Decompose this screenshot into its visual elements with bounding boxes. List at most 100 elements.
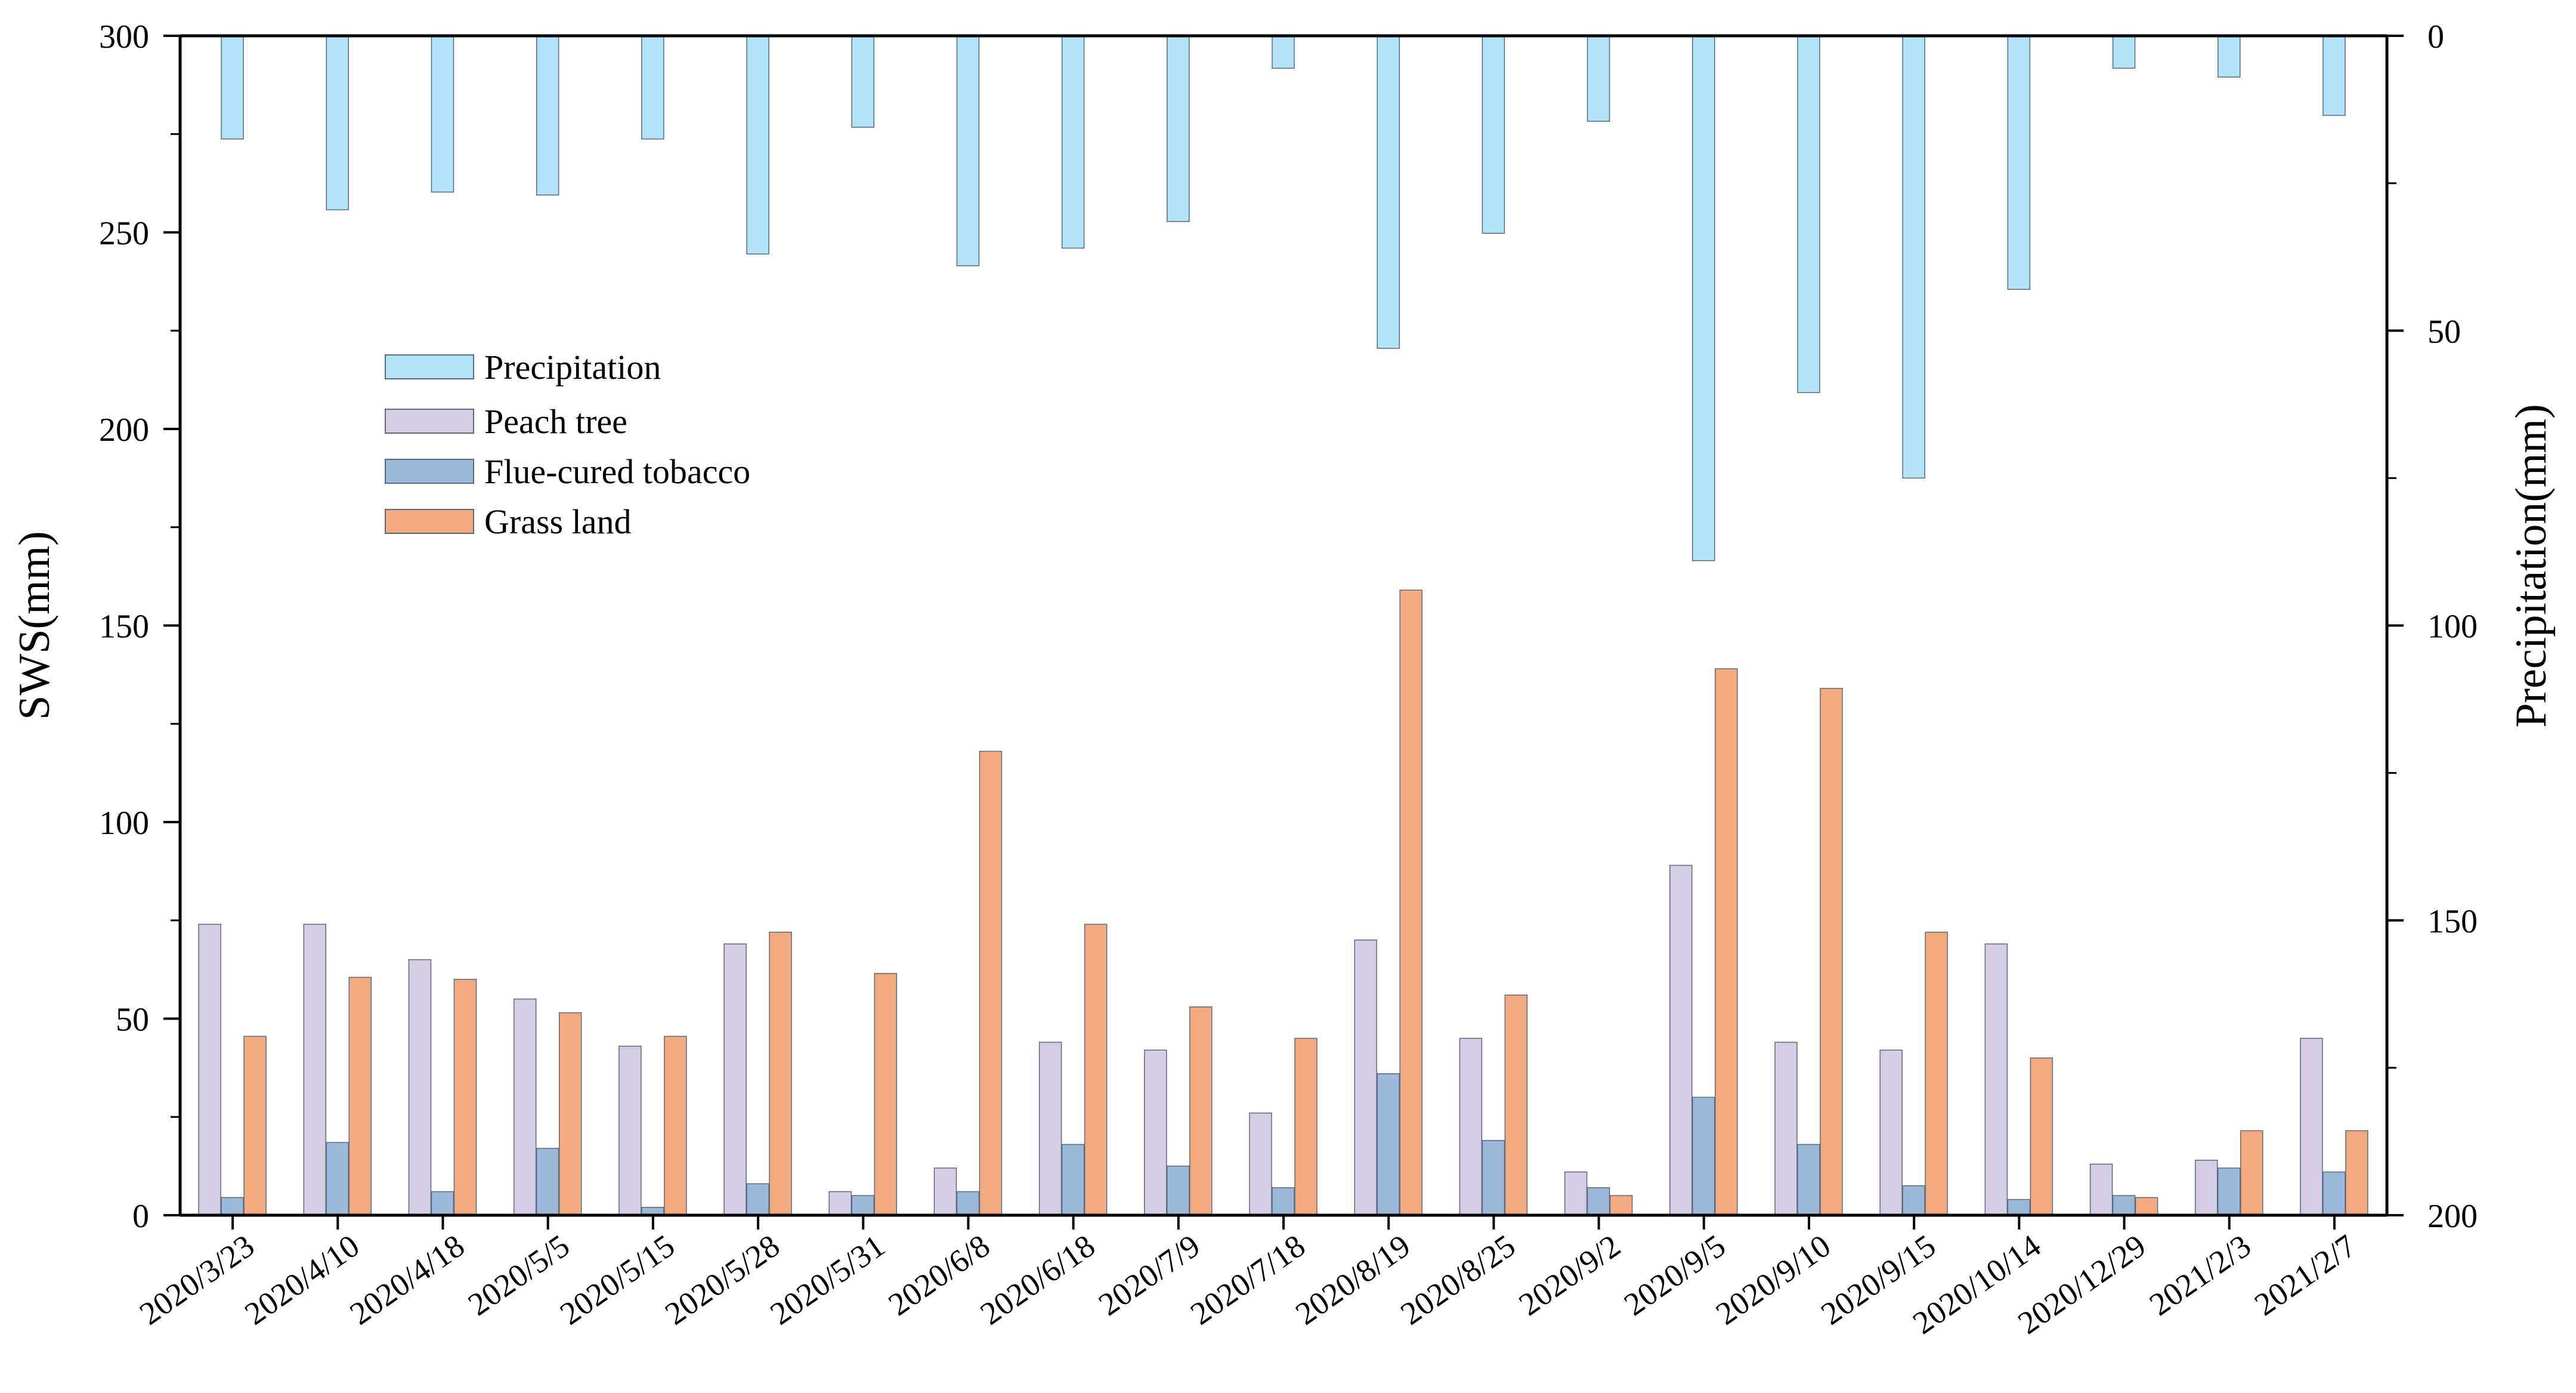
flue-cured-tobacco-bar: [221, 1197, 244, 1216]
grass-land-bar: [2345, 1130, 2368, 1216]
flue-cured-tobacco-bar: [1377, 1073, 1400, 1216]
peach-tree-bar: [1249, 1112, 1272, 1216]
precipitation-bar: [1167, 35, 1190, 223]
flue-cured-tobacco-bar: [1272, 1187, 1295, 1216]
precipitation-bar: [1061, 35, 1085, 249]
flue-cured-tobacco-bar: [2323, 1171, 2346, 1216]
grass-land-bar: [558, 1012, 582, 1216]
precipitation-bar: [1377, 35, 1400, 349]
flue-cured-tobacco-bar: [1482, 1140, 1505, 1216]
precipitation-bar: [431, 35, 454, 193]
left-tick-label: 250: [99, 215, 149, 252]
flue-cured-tobacco-bar: [1692, 1097, 1715, 1216]
peach-tree-bar: [303, 923, 327, 1216]
precipitation-bar: [1482, 35, 1505, 234]
peach-tree-bar: [408, 959, 432, 1216]
precipitation-bar: [2217, 35, 2241, 78]
legend-swatch: [385, 409, 474, 434]
precipitation-bar: [956, 35, 980, 267]
x-tick-label: 2020/7/18: [1184, 1228, 1312, 1332]
legend-swatch: [385, 354, 474, 379]
peach-tree-bar: [1774, 1042, 1798, 1216]
right-tick-label: 200: [2427, 1198, 2478, 1235]
flue-cured-tobacco-bar: [431, 1191, 454, 1216]
grass-land-bar: [1084, 923, 1108, 1216]
grass-land-bar: [1925, 931, 1948, 1216]
precipitation-bar: [1272, 35, 1295, 69]
left-tick-label: 300: [99, 18, 149, 55]
flue-cured-tobacco-bar: [2217, 1167, 2241, 1216]
right-tick-label: 0: [2427, 18, 2444, 55]
legend-label: Precipitation: [484, 348, 661, 387]
flue-cured-tobacco-bar: [1902, 1185, 1925, 1216]
grass-land-bar: [2030, 1057, 2054, 1216]
precipitation-bar: [746, 35, 769, 255]
left-tick-label: 150: [99, 609, 149, 645]
precipitation-bar: [536, 35, 559, 196]
grass-land-bar: [979, 750, 1003, 1216]
precipitation-bar: [1587, 35, 1610, 122]
grass-land-bar: [769, 931, 792, 1216]
x-tick-label: 2020/4/18: [344, 1228, 471, 1332]
flue-cured-tobacco-bar: [536, 1148, 559, 1216]
legend-label: Peach tree: [484, 402, 627, 441]
precipitation-bar: [641, 35, 664, 140]
peach-tree-bar: [1144, 1049, 1167, 1216]
x-tick-label: 2020/6/18: [974, 1228, 1102, 1332]
x-tick-label: 2020/5/15: [553, 1228, 681, 1332]
flue-cured-tobacco-bar: [851, 1195, 874, 1216]
flue-cured-tobacco-bar: [1167, 1165, 1190, 1216]
precipitation-bar: [2323, 35, 2346, 116]
right-tick-label: 100: [2427, 609, 2478, 645]
peach-tree-bar: [1354, 939, 1377, 1216]
peach-tree-bar: [619, 1045, 642, 1216]
right-axis-title: Precipitation(mm): [2507, 404, 2556, 728]
peach-tree-bar: [513, 998, 537, 1216]
legend: Precipitation Peach tree Flue-cured tobacc…: [385, 348, 750, 541]
left-tick-label: 100: [99, 805, 149, 842]
x-tick-label: 2020/3/23: [133, 1228, 261, 1332]
precipitation-bar: [221, 35, 244, 140]
peach-tree-bar: [723, 943, 747, 1216]
grass-land-bar: [348, 977, 372, 1216]
peach-tree-bar: [1459, 1037, 1483, 1216]
flue-cured-tobacco-bar: [326, 1142, 350, 1216]
grass-land-bar: [1609, 1195, 1633, 1216]
peach-tree-bar: [2300, 1037, 2323, 1216]
grass-land-bar: [1820, 688, 1843, 1216]
peach-tree-bar: [2089, 1163, 2113, 1216]
grass-land-bar: [2240, 1130, 2263, 1216]
x-tick-label: 2020/4/10: [238, 1228, 366, 1332]
peach-tree-bar: [933, 1167, 957, 1216]
flue-cured-tobacco-bar: [1587, 1187, 1610, 1216]
x-tick-label: 2020/5/31: [763, 1228, 891, 1332]
x-tick-label: 2020/9/10: [1709, 1228, 1837, 1332]
peach-tree-bar: [2194, 1159, 2218, 1216]
grass-land-bar: [664, 1036, 687, 1216]
left-tick-label: 200: [99, 412, 149, 449]
x-tick-label: 2020/9/2: [1513, 1228, 1627, 1323]
precipitation-bar: [851, 35, 874, 128]
grass-land-bar: [1294, 1037, 1318, 1216]
flue-cured-tobacco-bar: [746, 1183, 769, 1216]
peach-tree-bar: [828, 1191, 852, 1216]
left-tick-label: 0: [132, 1198, 149, 1235]
flue-cured-tobacco-bar: [1061, 1144, 1085, 1216]
x-tick-label: 2021/2/7: [2248, 1228, 2362, 1323]
flue-cured-tobacco-bar: [1797, 1144, 1820, 1216]
left-axis-title: SWS(mm): [10, 531, 59, 720]
peach-tree-bar: [1879, 1049, 1903, 1216]
peach-tree-bar: [1984, 943, 2008, 1216]
grass-land-bar: [1189, 1006, 1213, 1216]
precipitation-bar: [2112, 35, 2136, 69]
legend-swatch: [385, 509, 474, 534]
legend-label: Grass land: [484, 502, 631, 541]
legend-swatch: [385, 459, 474, 484]
x-tick-label: 2020/8/19: [1289, 1228, 1417, 1332]
flue-cured-tobacco-bar: [2007, 1199, 2031, 1216]
grass-land-bar: [453, 978, 477, 1216]
peach-tree-bar: [1669, 864, 1693, 1216]
legend-label: Flue-cured tobacco: [484, 452, 750, 491]
bars-layer: [198, 35, 2368, 1216]
